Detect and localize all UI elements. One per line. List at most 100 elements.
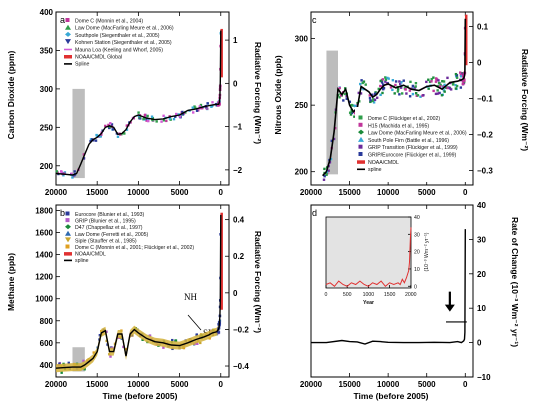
data-point [174,339,177,342]
data-point [178,115,182,118]
data-point [353,115,356,118]
y-tick-label: 600 [40,339,54,348]
data-point [343,92,347,96]
data-point [56,171,59,174]
y-tick-label: 1600 [35,229,53,238]
data-point [150,115,154,118]
y2-tick-label: −2 [233,166,243,175]
y-tick-label: 300 [40,85,54,94]
y-tick-label: 1000 [35,295,53,304]
inset-x-tick-label: 500 [343,292,352,298]
inset-x-tick-label: 0 [325,292,328,298]
data-point [82,153,86,156]
data-point [436,89,439,92]
data-point [435,77,438,80]
data-point [195,109,199,112]
panel-a: Carbon Dioxide (ppm) Radiative Forcing (… [6,8,263,197]
legend-swatch-3 [65,230,71,236]
data-point [162,346,165,349]
data-point [422,94,425,97]
legend-entry-7: spline [75,258,89,264]
legend-entry-7: spline [368,167,382,173]
panel-c: Nitrous Oxide (ppb) Radiative Forcing (W… [273,11,530,197]
y2-tick-label: −0.3 [477,167,493,176]
data-point [359,92,363,95]
data-point [147,119,150,123]
x-tick-label: 15000 [338,380,361,389]
x-tick-label: 0 [463,188,468,197]
data-point [442,80,446,83]
legend-swatch-5 [64,55,72,59]
data-point [210,105,213,108]
data-point [73,170,76,173]
data-point [199,341,202,345]
x-tick-label: 5000 [418,188,436,197]
data-point [394,80,398,83]
data-point [70,172,73,175]
panel-d-letter: d [312,208,317,218]
x-tick-label: 10000 [377,188,400,197]
legend-entry-2: D47 (Chappellaz et al., 1997) [75,225,143,231]
inset-y-tick-label: 30 [414,232,420,238]
data-point [172,117,176,121]
spline-line [55,30,222,176]
data-point [343,87,347,90]
data-point [141,338,144,341]
data-point [361,81,364,85]
data-point [195,333,198,336]
data-point [440,94,444,97]
data-point [408,95,412,98]
data-point [351,104,354,107]
data-point [162,114,165,117]
data-point [375,96,379,99]
data-point [171,338,174,342]
data-point [330,139,333,143]
data-point [369,100,372,104]
data-point [461,72,464,76]
data-point [439,83,442,87]
legend-swatch-2 [65,31,71,37]
y2-tick-label: 0.4 [233,216,245,225]
data-point [411,84,415,88]
x-tick-label: 0 [219,188,224,197]
data-point [430,80,433,83]
data-point [165,119,168,123]
data-point [211,101,214,104]
panel-b-right-axis-label: Radiative Forcing (Wm⁻²) [253,231,263,333]
data-point [396,88,400,91]
y2-tick-label: 0 [233,79,238,88]
y-tick-label: 1200 [35,273,53,282]
data-point [193,105,196,108]
data-point [425,80,428,84]
data-point [99,135,103,138]
inset-x-axis-label: Year [363,300,374,306]
grey-range-bar [72,88,85,179]
data-point [381,91,384,95]
panel-a-letter: a [60,15,65,25]
data-point [95,133,98,137]
data-point [168,115,171,118]
data-point [428,80,432,84]
data-point [394,83,397,87]
data-point [438,91,441,95]
data-point [55,170,59,173]
data-point [374,91,377,94]
y2-tick-label: 0 [477,339,482,348]
x-tick-label: 10000 [127,380,150,389]
legend-swatch-0 [65,18,70,22]
data-point [373,92,377,95]
arrow-head [444,304,455,312]
data-point [380,81,384,84]
data-point [359,82,362,86]
data-point [400,92,404,95]
y-tick-label: 350 [40,46,54,55]
data-point [416,94,420,97]
y-tick-label: 400 [40,361,54,370]
inset-y-axis-label: (10⁻³ Wm⁻² yr⁻¹) [424,232,430,271]
data-point [377,87,380,91]
data-point [112,128,115,131]
data-point [139,117,142,120]
data-point [325,172,328,176]
data-point [138,115,141,119]
legend-swatch-1 [358,122,363,127]
